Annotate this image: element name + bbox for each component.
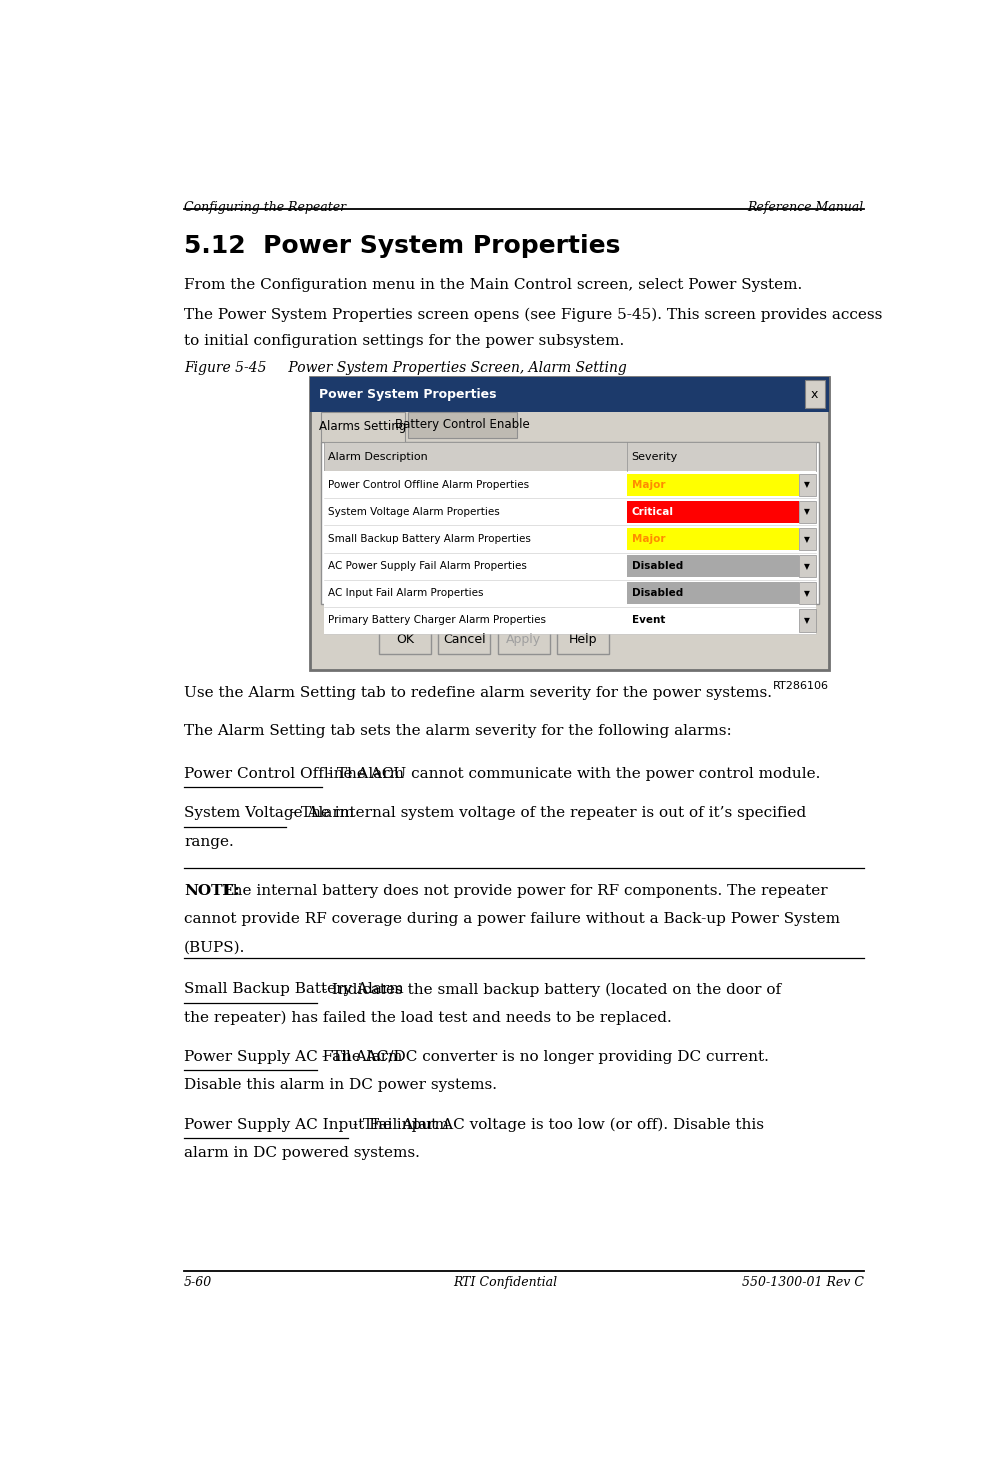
Text: x: x [811, 388, 819, 400]
Text: Event: Event [631, 615, 665, 626]
Text: - The AC/DC converter is no longer providing DC current.: - The AC/DC converter is no longer provi… [317, 1050, 769, 1064]
Bar [324, 498, 816, 526]
Text: - Indicates the small backup battery (located on the door of: - Indicates the small backup battery (lo… [317, 983, 781, 996]
Bar [438, 624, 491, 653]
Text: Power System Properties: Power System Properties [319, 388, 496, 400]
Text: Help: Help [569, 633, 598, 646]
Bar [626, 582, 799, 605]
Text: 5.12  Power System Properties: 5.12 Power System Properties [184, 234, 621, 258]
Text: ▼: ▼ [804, 589, 810, 598]
Text: - The internal system voltage of the repeater is out of it’s specified: - The internal system voltage of the rep… [287, 806, 807, 820]
Bar [799, 582, 816, 605]
Text: OK: OK [396, 633, 414, 646]
Bar [626, 473, 799, 497]
Bar [558, 624, 610, 653]
Bar [799, 527, 816, 551]
Text: the repeater) has failed the load test and needs to be replaced.: the repeater) has failed the load test a… [184, 1011, 672, 1026]
Text: Disable this alarm in DC power systems.: Disable this alarm in DC power systems. [184, 1078, 497, 1093]
Text: System Voltage Alarm Properties: System Voltage Alarm Properties [328, 507, 500, 517]
Text: Small Backup Battery Alarm Properties: Small Backup Battery Alarm Properties [328, 535, 531, 544]
Bar [408, 412, 517, 438]
Text: Apply: Apply [506, 633, 542, 646]
Bar [626, 555, 799, 577]
Text: Power Control Offline Alarm Properties: Power Control Offline Alarm Properties [328, 481, 530, 489]
Bar [324, 580, 816, 607]
Bar [324, 552, 816, 580]
Bar [799, 473, 816, 497]
Text: Alarms Setting: Alarms Setting [319, 420, 407, 434]
Text: ▼: ▼ [804, 507, 810, 517]
Bar [324, 442, 816, 472]
Bar [324, 607, 816, 634]
Text: ▼: ▼ [804, 615, 810, 624]
Text: Use the Alarm Setting tab to redefine alarm severity for the power systems.: Use the Alarm Setting tab to redefine al… [184, 686, 772, 700]
Text: alarm in DC powered systems.: alarm in DC powered systems. [184, 1146, 420, 1160]
Text: AC Power Supply Fail Alarm Properties: AC Power Supply Fail Alarm Properties [328, 561, 527, 571]
Text: to initial configuration settings for the power subsystem.: to initial configuration settings for th… [184, 334, 624, 347]
Text: cannot provide RF coverage during a power failure without a Back-up Power System: cannot provide RF coverage during a powe… [184, 913, 840, 926]
Text: ▼: ▼ [804, 535, 810, 544]
Text: Power Supply AC Fail Alarm: Power Supply AC Fail Alarm [184, 1050, 403, 1064]
Text: Disabled: Disabled [631, 587, 683, 598]
Text: ▼: ▼ [804, 481, 810, 489]
Text: Cancel: Cancel [443, 633, 486, 646]
Text: NOTE:: NOTE: [184, 885, 239, 898]
Text: The Power System Properties screen opens (see Figure 5-45). This screen provides: The Power System Properties screen opens… [184, 308, 883, 322]
Text: - The ACU cannot communicate with the power control module.: - The ACU cannot communicate with the po… [322, 766, 821, 781]
Bar [324, 526, 816, 552]
Bar [324, 472, 816, 498]
Text: Battery Control Enable: Battery Control Enable [395, 418, 530, 431]
Bar [321, 412, 405, 442]
Text: Severity: Severity [631, 451, 678, 461]
Text: From the Configuration menu in the Main Control screen, select Power System.: From the Configuration menu in the Main … [184, 278, 803, 293]
Text: Primary Battery Charger Alarm Properties: Primary Battery Charger Alarm Properties [328, 615, 547, 626]
Text: The internal battery does not provide power for RF components. The repeater: The internal battery does not provide po… [210, 885, 827, 898]
Bar [310, 377, 829, 670]
Text: The Alarm Setting tab sets the alarm severity for the following alarms:: The Alarm Setting tab sets the alarm sev… [184, 724, 732, 738]
Text: (BUPS).: (BUPS). [184, 941, 245, 955]
Text: Small Backup Battery Alarm: Small Backup Battery Alarm [184, 983, 404, 996]
Bar [626, 501, 799, 523]
Text: 5-60: 5-60 [184, 1276, 213, 1289]
Bar [799, 555, 816, 577]
Text: Alarm Description: Alarm Description [328, 451, 428, 461]
Text: - The input AC voltage is too low (or off). Disable this: - The input AC voltage is too low (or of… [348, 1118, 764, 1132]
Bar [799, 609, 816, 631]
Text: 550-1300-01 Rev C: 550-1300-01 Rev C [742, 1276, 864, 1289]
Bar [626, 527, 799, 551]
Text: Figure 5-45     Power System Properties Screen, Alarm Setting: Figure 5-45 Power System Properties Scre… [184, 360, 626, 375]
Bar [799, 501, 816, 523]
Text: RTI Confidential: RTI Confidential [453, 1276, 557, 1289]
Text: Disabled: Disabled [631, 561, 683, 571]
Text: AC Input Fail Alarm Properties: AC Input Fail Alarm Properties [328, 587, 484, 598]
Text: Power Control Offline Alarm: Power Control Offline Alarm [184, 766, 404, 781]
Bar [626, 609, 799, 631]
Text: range.: range. [184, 835, 234, 848]
Text: Power Supply AC Input Fail Alarm: Power Supply AC Input Fail Alarm [184, 1118, 449, 1132]
Bar [498, 624, 550, 653]
Text: Critical: Critical [631, 507, 674, 517]
Bar [805, 379, 824, 409]
Text: Configuring the Repeater: Configuring the Repeater [184, 201, 347, 214]
Text: RT286106: RT286106 [773, 681, 829, 691]
Bar [379, 624, 430, 653]
Bar [321, 442, 819, 605]
Text: ▼: ▼ [804, 561, 810, 570]
Text: Major: Major [631, 481, 665, 489]
Text: System Voltage Alarm: System Voltage Alarm [184, 806, 355, 820]
Text: Reference Manual: Reference Manual [748, 201, 864, 214]
Text: Major: Major [631, 535, 665, 544]
Bar [310, 377, 829, 412]
